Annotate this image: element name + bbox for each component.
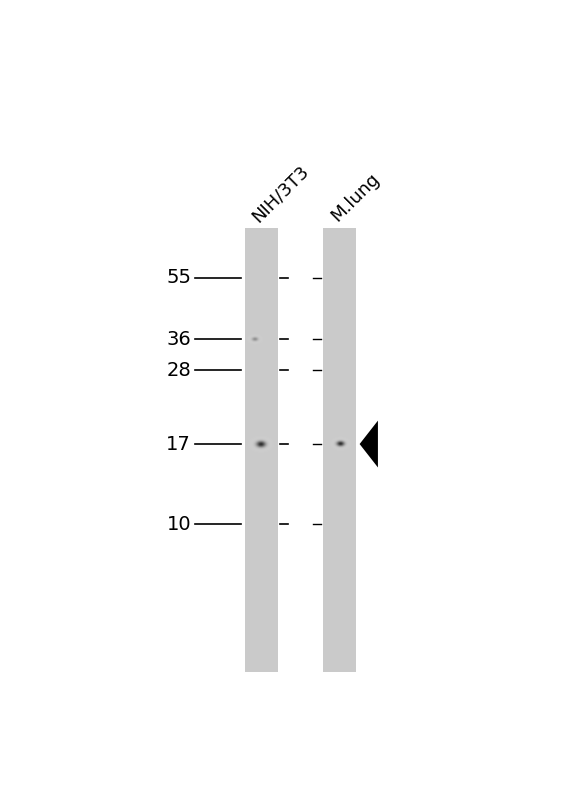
Text: 10: 10 <box>167 514 191 534</box>
Text: 55: 55 <box>166 268 191 287</box>
Text: 36: 36 <box>166 330 191 349</box>
Text: M.lung: M.lung <box>327 170 383 226</box>
Bar <box>324 229 357 672</box>
Polygon shape <box>359 421 378 467</box>
Text: NIH/3T3: NIH/3T3 <box>249 162 312 226</box>
Text: 28: 28 <box>166 361 191 380</box>
Bar <box>245 229 277 672</box>
Text: 17: 17 <box>166 434 191 454</box>
